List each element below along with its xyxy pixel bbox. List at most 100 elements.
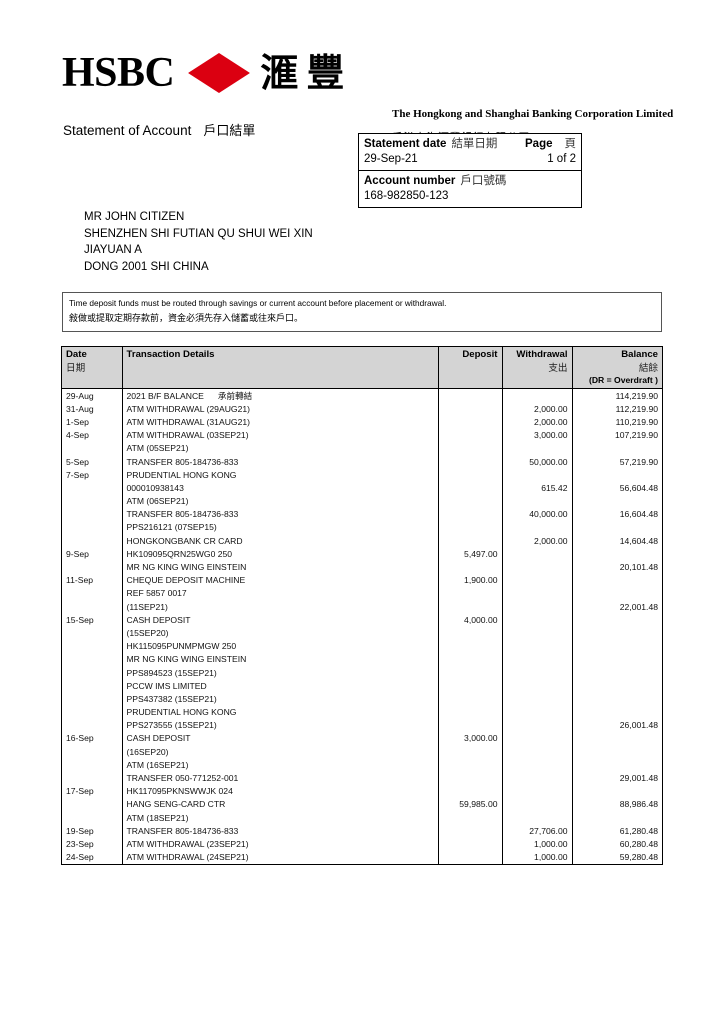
notice-text-cn: 敍做或提取定期存款前，資金必須先存入儲蓄或往來戶口。 — [69, 314, 304, 324]
cell-details: PPS273555 (15SEP21) — [122, 718, 439, 732]
cell-details: TRANSFER 805-184736-833 — [122, 824, 439, 838]
cell-balance — [572, 785, 662, 798]
table-row: REF 5857 0017 — [62, 586, 662, 600]
cell-details: ATM WITHDRAWAL (29AUG21) — [122, 402, 439, 416]
cell-deposit — [438, 771, 503, 785]
statement-date-row: Statement date 結單日期 Page 頁 29-Sep-21 1 o… — [359, 134, 581, 171]
column-header-date: Date 日期 — [62, 347, 123, 389]
cell-details: TRANSFER 050-771252-001 — [122, 771, 439, 785]
cell-deposit — [438, 811, 503, 825]
cell-date: 24-Sep — [62, 850, 123, 864]
cell-deposit — [438, 507, 503, 521]
cell-balance — [572, 706, 662, 719]
table-row: 7-Sep PRUDENTIAL HONG KONG — [62, 468, 662, 482]
table-row: 16-Sep CASH DEPOSIT 3,000.00 — [62, 731, 662, 746]
cell-deposit — [438, 600, 503, 614]
cell-date — [62, 797, 123, 811]
cell-deposit — [438, 586, 503, 600]
cell-date — [62, 600, 123, 614]
cell-date — [62, 652, 123, 666]
cell-details: HK115095PUNMPMGW 250 — [122, 639, 439, 653]
cell-balance: 110,219.90 — [615, 416, 658, 427]
cell-details: (16SEP20) — [122, 745, 439, 759]
cell-withdrawal — [502, 573, 573, 587]
cell-withdrawal — [502, 613, 573, 627]
cell-details: (11SEP21) — [122, 600, 439, 614]
cell-withdrawal — [502, 639, 573, 653]
table-row: 9-Sep HK109095QRN25WG0 250 5,497.00 — [62, 547, 662, 561]
address-line: SHENZHEN SHI FUTIAN QU SHUI WEI XIN — [84, 227, 313, 240]
cell-date — [62, 494, 123, 508]
table-row: 15-Sep CASH DEPOSIT 4,000.00 — [62, 613, 662, 627]
cell-date: 29-Aug — [62, 388, 123, 403]
cell-details: CHEQUE DEPOSIT MACHINE — [122, 573, 439, 587]
cell-withdrawal — [502, 679, 573, 693]
cell-balance — [572, 745, 662, 758]
statement-date-label: Statement date — [364, 138, 447, 150]
cell-withdrawal — [502, 718, 573, 732]
cell-balance — [572, 547, 662, 560]
cell-date: 5-Sep — [62, 454, 123, 469]
table-row: (15SEP20) — [62, 626, 662, 640]
page-title-en: Statement of Account — [63, 123, 192, 138]
cell-details: HK117095PKNSWWJK 024 — [122, 784, 439, 798]
cell-date — [62, 811, 123, 825]
table-row: PRUDENTIAL HONG KONG — [62, 705, 662, 719]
cell-date — [62, 534, 123, 548]
cell-details: PPS216121 (07SEP15) — [122, 520, 439, 535]
cell-date — [62, 507, 123, 521]
column-header-balance-cn: 結餘 — [638, 363, 658, 374]
cell-withdrawal: 40,000.00 — [502, 507, 573, 521]
cell-deposit — [438, 850, 503, 864]
table-row: PPS437382 (15SEP21) — [62, 692, 662, 706]
cell-balance: 61,280.48 — [619, 825, 658, 836]
cell-details: ATM (16SEP21) — [122, 758, 439, 772]
cell-date: 1-Sep — [62, 415, 123, 429]
column-header-withdrawal: Withdrawal 支出 — [502, 347, 573, 389]
cell-deposit — [438, 758, 503, 772]
cell-details: TRANSFER 805-184736-833 — [122, 507, 439, 521]
cell-balance: 16,604.48 — [619, 509, 658, 520]
table-row: 19-Sep TRANSFER 805-184736-833 27,706.00 61… — [62, 824, 662, 838]
cell-withdrawal: 3,000.00 — [502, 428, 573, 442]
cell-details: HK109095QRN25WG0 250 — [122, 547, 439, 561]
account-number-value: 168-982850-123 — [364, 190, 449, 202]
cell-details: PRUDENTIAL HONG KONG — [122, 705, 439, 719]
table-header-row: Date 日期 Transaction Details Deposit With… — [62, 347, 662, 389]
cell-withdrawal: 2,000.00 — [502, 534, 573, 548]
cell-details: PPS437382 (15SEP21) — [122, 692, 439, 706]
cell-balance — [572, 521, 662, 534]
account-holder-address: MR JOHN CITIZEN SHENZHEN SHI FUTIAN QU S… — [84, 209, 313, 275]
cell-details: MR NG KING WING EINSTEIN — [122, 560, 439, 574]
cell-withdrawal — [502, 652, 573, 666]
cell-date — [62, 758, 123, 772]
cell-details: HANG SENG-CARD CTR — [122, 797, 439, 811]
cell-deposit — [438, 402, 503, 416]
cell-date — [62, 639, 123, 653]
cell-date — [62, 771, 123, 785]
cell-deposit: 4,000.00 — [438, 613, 503, 627]
cell-withdrawal — [502, 731, 573, 746]
cell-withdrawal — [502, 547, 573, 561]
cell-deposit: 59,985.00 — [438, 797, 503, 811]
cell-date — [62, 626, 123, 640]
cell-balance: 112,219.90 — [615, 403, 658, 414]
cell-balance — [572, 442, 662, 455]
cell-date: 16-Sep — [62, 731, 123, 746]
cell-date — [62, 692, 123, 706]
cell-balance — [572, 811, 662, 824]
cell-withdrawal: 50,000.00 — [502, 454, 573, 469]
cell-date: 17-Sep — [62, 784, 123, 798]
cell-details: PCCW IMS LIMITED — [122, 679, 439, 693]
cell-withdrawal: 2,000.00 — [502, 402, 573, 416]
cell-withdrawal — [502, 758, 573, 772]
cell-deposit — [438, 441, 503, 455]
cell-withdrawal — [502, 388, 573, 403]
transaction-details-cn: 承前轉結 — [217, 391, 253, 402]
statement-info-box: Statement date 結單日期 Page 頁 29-Sep-21 1 o… — [358, 133, 582, 208]
cell-balance — [572, 587, 662, 600]
table-row: ATM (05SEP21) — [62, 441, 662, 455]
cell-date — [62, 665, 123, 680]
cell-deposit: 1,900.00 — [438, 573, 503, 587]
cell-balance: 107,219.90 — [614, 430, 658, 441]
